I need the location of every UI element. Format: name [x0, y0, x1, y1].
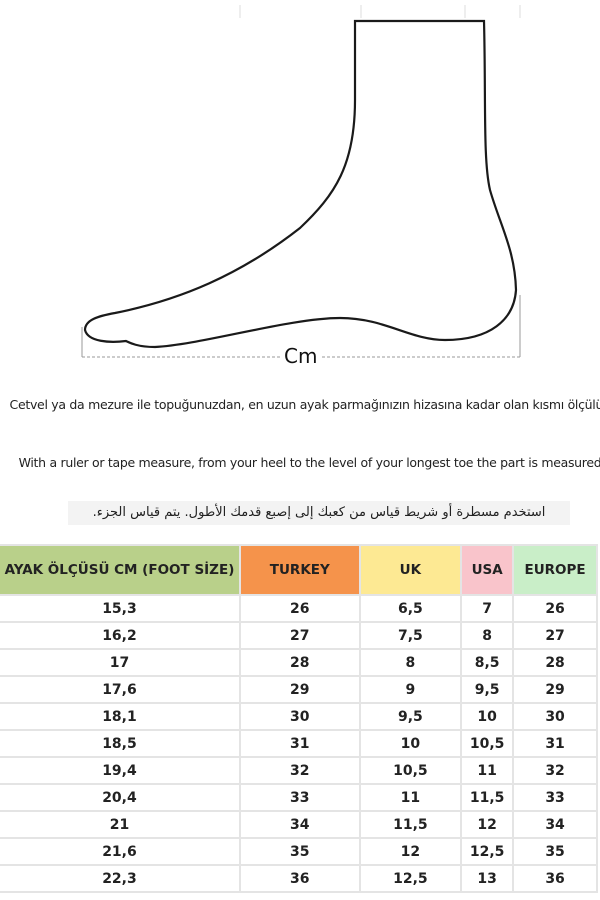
- instruction-arabic: استخدم مسطرة أو شريط قياس من كعبك إلى إص…: [68, 501, 570, 525]
- table-row: 19,4 32 10,5 11 32: [0, 756, 598, 785]
- table-cell: 12,5: [358, 864, 463, 893]
- table-row: 18,1 30 9,5 10 30: [0, 702, 598, 731]
- table-row: 22,3 36 12,5 13 36: [0, 864, 598, 893]
- table-cell: 17: [0, 648, 241, 677]
- table-cell: 31: [512, 729, 598, 758]
- table-cell: 31: [238, 729, 361, 758]
- measure-line: [81, 295, 521, 358]
- table-cell: 11,5: [460, 783, 515, 812]
- table-row: 20,4 33 11 11,5 33: [0, 783, 598, 812]
- table-cell: 16,2: [0, 621, 241, 650]
- table-row: 17 28 8 8,5 28: [0, 648, 598, 677]
- table-cell: 7,5: [358, 621, 463, 650]
- table-cell: 28: [238, 648, 361, 677]
- table-row: 18,5 31 10 10,5 31: [0, 729, 598, 758]
- table-cell: 9,5: [358, 702, 463, 731]
- table-cell: 9: [358, 675, 463, 704]
- table-cell: 18,5: [0, 729, 241, 758]
- foot-measurement-diagram: [81, 5, 521, 358]
- table-cell: 32: [512, 756, 598, 785]
- table-cell: 12: [460, 810, 515, 839]
- table-cell: 11: [460, 756, 515, 785]
- table-row: 15,3 26 6,5 7 26: [0, 594, 598, 623]
- table-cell: 8: [460, 621, 515, 650]
- table-cell: 22,3: [0, 864, 241, 893]
- measure-label: Cm: [280, 344, 322, 368]
- instruction-turkish: Cetvel ya da mezure ile topuğunuzdan, en…: [9, 397, 600, 412]
- table-cell: 21: [0, 810, 241, 839]
- table-cell: 15,3: [0, 594, 241, 623]
- table-cell: 11,5: [358, 810, 463, 839]
- table-cell: 7: [460, 594, 515, 623]
- table-cell: 12: [358, 837, 463, 866]
- table-cell: 36: [238, 864, 361, 893]
- table-cell: 8,5: [460, 648, 515, 677]
- table-cell: 26: [238, 594, 361, 623]
- table-row: 21,6 35 12 12,5 35: [0, 837, 598, 866]
- column-header: EUROPE: [512, 544, 598, 596]
- table-cell: 30: [238, 702, 361, 731]
- table-cell: 27: [238, 621, 361, 650]
- table-cell: 19,4: [0, 756, 241, 785]
- table-cell: 26: [512, 594, 598, 623]
- table-cell: 10,5: [460, 729, 515, 758]
- table-cell: 11: [358, 783, 463, 812]
- table-cell: 17,6: [0, 675, 241, 704]
- foot-outline: [83, 19, 518, 349]
- table-cell: 30: [512, 702, 598, 731]
- table-cell: 27: [512, 621, 598, 650]
- table-cell: 32: [238, 756, 361, 785]
- table-header-row: AYAK ÖLÇÜSÜ CM (FOOT SİZE) TURKEY UK USA EUR…: [0, 544, 598, 596]
- table-cell: 8: [358, 648, 463, 677]
- table-cell: 29: [238, 675, 361, 704]
- table-cell: 33: [238, 783, 361, 812]
- table-cell: 20,4: [0, 783, 241, 812]
- size-table: AYAK ÖLÇÜSÜ CM (FOOT SİZE) TURKEY UK USA EUR…: [0, 544, 598, 893]
- column-header: AYAK ÖLÇÜSÜ CM (FOOT SİZE): [0, 544, 241, 596]
- table-cell: 34: [238, 810, 361, 839]
- table-cell: 9,5: [460, 675, 515, 704]
- table-cell: 35: [512, 837, 598, 866]
- table-cell: 12,5: [460, 837, 515, 866]
- table-cell: 29: [512, 675, 598, 704]
- column-header: UK: [358, 544, 463, 596]
- table-cell: 18,1: [0, 702, 241, 731]
- table-cell: 10: [460, 702, 515, 731]
- table-row: 21 34 11,5 12 34: [0, 810, 598, 839]
- instruction-english: With a ruler or tape measure, from your …: [18, 455, 600, 470]
- column-header: USA: [460, 544, 515, 596]
- table-cell: 21,6: [0, 837, 241, 866]
- table-cell: 28: [512, 648, 598, 677]
- grid-ticks: [239, 5, 521, 18]
- table-cell: 36: [512, 864, 598, 893]
- column-header: TURKEY: [238, 544, 361, 596]
- table-cell: 13: [460, 864, 515, 893]
- table-cell: 34: [512, 810, 598, 839]
- table-cell: 35: [238, 837, 361, 866]
- table-row: 17,6 29 9 9,5 29: [0, 675, 598, 704]
- table-cell: 33: [512, 783, 598, 812]
- table-cell: 6,5: [358, 594, 463, 623]
- table-cell: 10: [358, 729, 463, 758]
- table-row: 16,2 27 7,5 8 27: [0, 621, 598, 650]
- table-cell: 10,5: [358, 756, 463, 785]
